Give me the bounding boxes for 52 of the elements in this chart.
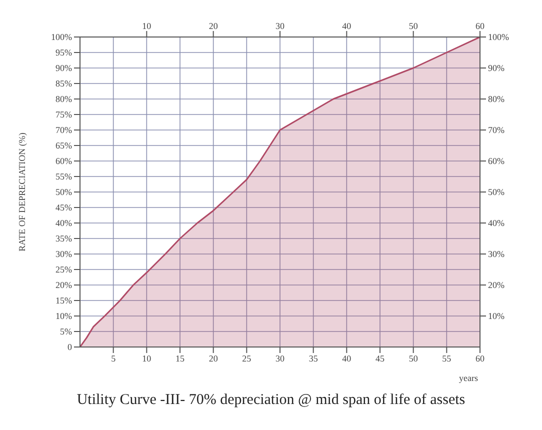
y-axis-title: RATE OF DEPRECIATION (%) <box>17 132 28 252</box>
x-tick-label: 25 <box>242 353 252 364</box>
x-tick-label: 55 <box>442 353 452 364</box>
y-tick-label: 85% <box>56 78 72 89</box>
y-tick-label: 0 <box>68 342 72 352</box>
y2-tick-label: 20% <box>488 280 505 290</box>
x-tick-label: 5 <box>111 353 116 364</box>
y-tick-label: 15% <box>56 296 72 306</box>
y-tick-label: 95% <box>56 48 72 58</box>
x-axis-title: years <box>459 373 478 383</box>
y-tick-label: 35% <box>56 234 72 244</box>
x-tick-label: 15 <box>176 353 185 364</box>
y-tick-label: 90% <box>56 63 72 74</box>
y-tick-label: 30% <box>56 249 72 260</box>
x-tick-label: 45 <box>376 353 385 364</box>
y2-tick-label: 80% <box>488 94 505 104</box>
y2-tick-label: 60% <box>488 156 505 166</box>
x2-tick-label: 30 <box>276 21 285 31</box>
y-tick-label: 5% <box>60 326 72 337</box>
x-tick-label: 10 <box>142 353 152 364</box>
y-tick-label: 20% <box>56 280 72 290</box>
x-tick-label: 20 <box>208 353 218 364</box>
x2-tick-label: 10 <box>142 21 152 31</box>
x2-tick-label: 60 <box>476 21 485 31</box>
y2-tick-label: 30% <box>488 249 505 260</box>
y-tick-label: 65% <box>56 140 72 151</box>
x-tick-label: 60 <box>476 353 485 364</box>
y-tick-label: 75% <box>56 110 72 120</box>
y2-tick-label: 50% <box>488 187 505 198</box>
x2-tick-label: 50 <box>408 21 418 31</box>
x-tick-label: 35 <box>308 353 318 364</box>
y2-tick-label: 90% <box>488 63 505 74</box>
y-tick-label: 60% <box>56 156 72 166</box>
y-tick-label: 80% <box>56 94 72 104</box>
x-tick-label: 30 <box>276 353 285 364</box>
y-tick-label: 10% <box>56 311 72 322</box>
x-tick-label: 50 <box>408 353 418 364</box>
x-tick-label: 40 <box>342 353 352 364</box>
y2-tick-label: 100% <box>488 32 510 42</box>
x2-tick-label: 20 <box>208 21 218 31</box>
y-tick-label: 45% <box>56 202 72 213</box>
y2-tick-label: 40% <box>488 218 505 228</box>
y-tick-label: 40% <box>56 218 72 228</box>
y2-tick-label: 70% <box>488 125 505 136</box>
y-tick-label: 25% <box>56 264 72 275</box>
y-tick-label: 100% <box>51 32 72 42</box>
x2-tick-label: 40 <box>342 21 352 31</box>
text: Utility Curve -III- 70% depreciation @ mid span of life of assets <box>76 392 466 409</box>
y-tick-label: 50% <box>56 187 72 198</box>
y-tick-label: 55% <box>56 172 72 182</box>
y2-tick-label: 10% <box>488 311 505 322</box>
y-tick-label: 70% <box>56 125 72 136</box>
